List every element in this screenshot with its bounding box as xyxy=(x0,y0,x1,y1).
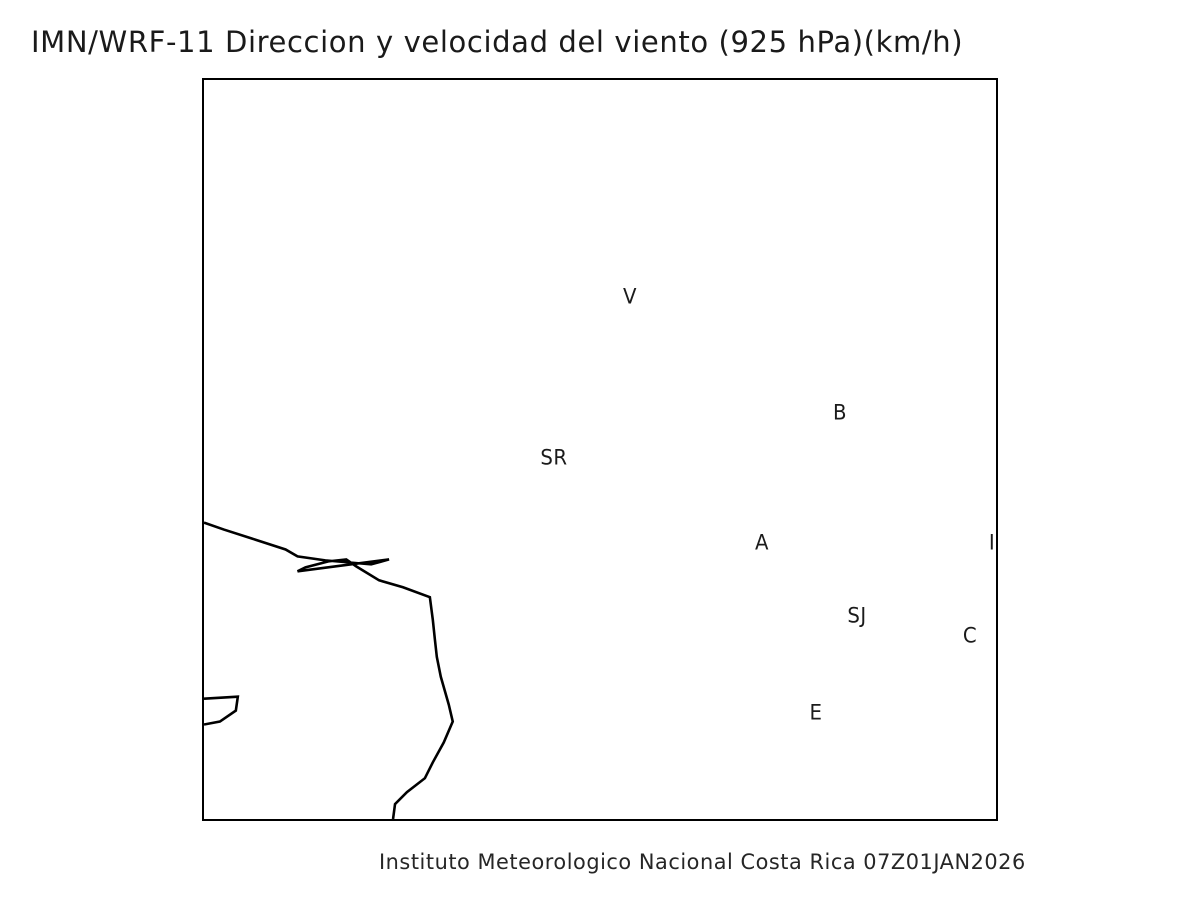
station-label-a: A xyxy=(755,530,769,555)
station-label-v: V xyxy=(623,284,637,309)
footer-credit: Instituto Meteorologico Nacional Costa R… xyxy=(379,850,1026,875)
station-label-sr: SR xyxy=(540,445,568,470)
station-label-b: B xyxy=(832,400,848,425)
coastline-layer xyxy=(204,521,455,819)
station-label-sj: SJ xyxy=(847,603,867,628)
coastline-path xyxy=(204,521,455,819)
station-label-i: I xyxy=(988,530,996,555)
station-label-e: E xyxy=(809,700,823,725)
station-label-c: C xyxy=(962,623,978,648)
map-plot-frame: V B SR A I SJ C E xyxy=(202,78,998,821)
islet-path xyxy=(204,695,240,726)
page-title: IMN/WRF-11 Direccion y velocidad del vie… xyxy=(31,25,964,59)
